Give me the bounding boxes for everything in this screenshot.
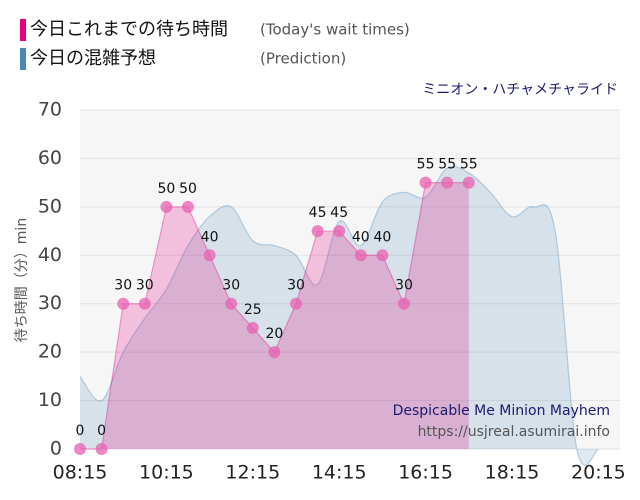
data-point xyxy=(290,297,302,310)
legend-swatch xyxy=(20,48,26,70)
legend-caption: (Prediction) xyxy=(260,50,346,68)
data-point xyxy=(311,225,324,238)
legend-label: 今日これまでの待ち時間 xyxy=(30,19,228,40)
y-tick-label: 20 xyxy=(38,341,62,363)
data-point xyxy=(441,176,454,189)
data-point xyxy=(246,321,259,334)
data-label: 45 xyxy=(309,205,327,221)
plot-area xyxy=(80,110,620,449)
legend-caption: (Today's wait times) xyxy=(260,21,410,39)
x-tick-label: 10:15 xyxy=(139,462,194,484)
data-point xyxy=(225,297,238,310)
source-url: https://usjreal.asumirai.info xyxy=(418,424,610,440)
y-tick-label: 40 xyxy=(38,244,62,266)
data-label: 30 xyxy=(114,278,132,294)
series-area xyxy=(80,182,469,449)
data-label: 25 xyxy=(244,302,262,318)
x-tick-label: 14:15 xyxy=(312,462,367,484)
data-label: 50 xyxy=(179,181,197,197)
data-label: 0 xyxy=(76,423,85,439)
y-axis-label: 待ち時間（分）min xyxy=(14,218,30,342)
data-point xyxy=(160,200,173,213)
x-tick-label: 20:15 xyxy=(571,462,626,484)
data-point xyxy=(268,346,281,359)
data-point xyxy=(95,443,108,455)
data-point xyxy=(398,297,410,310)
data-label: 40 xyxy=(373,229,391,245)
data-point xyxy=(74,443,86,455)
series-area xyxy=(80,166,599,466)
series-line xyxy=(79,166,599,466)
data-label: 50 xyxy=(157,181,175,197)
data-label: 55 xyxy=(460,157,478,173)
x-tick-label: 12:15 xyxy=(225,462,280,484)
data-point xyxy=(333,225,346,238)
data-label: 0 xyxy=(97,423,106,439)
y-tick-label: 0 xyxy=(50,438,62,460)
data-point xyxy=(203,249,216,262)
data-label: 20 xyxy=(265,326,283,342)
data-point xyxy=(376,249,389,262)
data-label: 30 xyxy=(222,278,240,294)
data-label: 40 xyxy=(352,229,370,245)
y-tick-label: 50 xyxy=(38,195,62,217)
x-tick-label: 16:15 xyxy=(398,462,453,484)
data-point xyxy=(462,176,475,189)
data-point xyxy=(354,249,367,262)
data-label: 30 xyxy=(395,278,413,294)
x-tick-label: 08:15 xyxy=(53,462,108,484)
data-label: 55 xyxy=(438,157,456,173)
data-point xyxy=(138,297,151,310)
legend-label: 今日の混雑予想 xyxy=(30,48,156,69)
y-tick-label: 10 xyxy=(38,389,62,411)
data-label: 40 xyxy=(201,229,219,245)
data-label: 55 xyxy=(417,157,435,173)
x-tick-label: 18:15 xyxy=(485,462,540,484)
attraction-name-en: Despicable Me Minion Mayhem xyxy=(393,403,610,419)
data-label: 30 xyxy=(287,278,305,294)
data-point xyxy=(182,200,194,213)
attraction-name: ミニオン・ハチャメチャライド xyxy=(422,82,618,98)
y-tick-label: 70 xyxy=(38,99,62,121)
y-tick-label: 60 xyxy=(38,147,62,169)
y-tick-label: 30 xyxy=(38,292,62,314)
data-label: 30 xyxy=(136,278,154,294)
data-label: 45 xyxy=(330,205,348,221)
legend-swatch xyxy=(20,19,26,41)
data-point xyxy=(117,297,130,310)
data-point xyxy=(419,176,432,189)
